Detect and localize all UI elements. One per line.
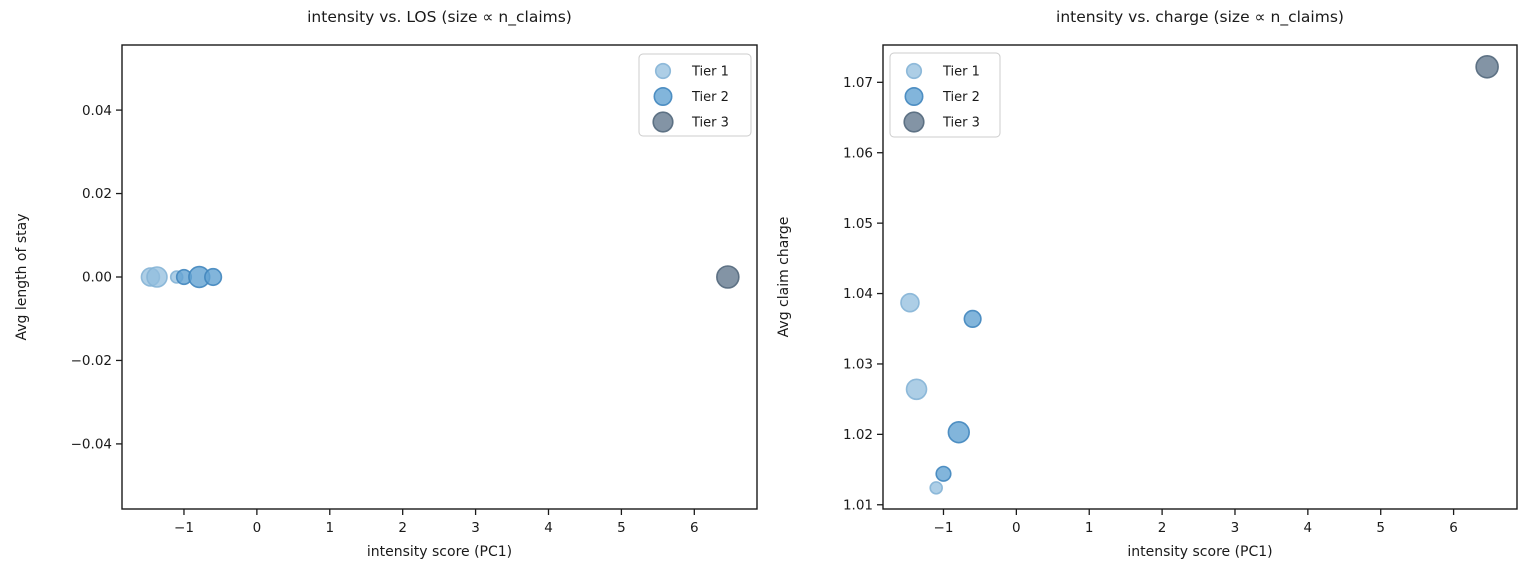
data-point-tier-1 [900, 292, 920, 313]
y-tick-label: 1.02 [843, 427, 873, 443]
legend-label-tier-3: Tier 3 [691, 116, 729, 131]
y-tick-label: 1.03 [843, 357, 873, 373]
y-axis-label-charge: Avg claim charge [776, 216, 792, 338]
legend-label-tier-2: Tier 2 [942, 90, 980, 105]
x-tick-label: 1 [325, 520, 334, 536]
x-tick-label: 6 [690, 520, 699, 536]
y-axis-label-los: Avg length of stay [14, 213, 30, 341]
los-plot-canvas: −1 0 1 2 3 4 5 6 −0.04 −0.02 0.00 0.02 0.04 Tier 1 Tie… [71, 44, 758, 536]
y-tick-label: −0.02 [71, 353, 112, 369]
x-tick-label: 1 [1085, 520, 1094, 536]
data-point-tier-1 [146, 266, 168, 288]
legend-label-tier-3: Tier 3 [942, 116, 980, 131]
data-point-tier-2 [204, 267, 223, 287]
chart-title-charge: intensity vs. charge (size ∝ n_claims) [1056, 8, 1344, 26]
x-tick-label: 2 [398, 520, 407, 536]
y-tick-label: 1.06 [843, 145, 873, 161]
y-tick-label: 1.01 [843, 497, 873, 513]
y-tick-label: 0.04 [82, 103, 112, 119]
x-tick-label: 0 [1012, 520, 1021, 536]
subplot-intensity-vs-los: −1 0 1 2 3 4 5 6 −0.04 −0.02 0.00 0.02 0.04 Tier 1 Tie… [0, 0, 765, 586]
data-point-tier-2 [963, 309, 982, 328]
x-tick-label: 5 [1376, 520, 1385, 536]
legend-marker-tier-3 [903, 111, 925, 133]
x-tick-label: 2 [1158, 520, 1167, 536]
data-point-tier-3 [1475, 55, 1499, 79]
axes-frame [882, 44, 1518, 510]
data-point-tier-3 [716, 265, 740, 289]
x-tick-label: 4 [544, 520, 553, 536]
data-point-tier-1 [929, 481, 943, 495]
legend-marker-tier-2 [653, 87, 673, 107]
legend-marker-tier-1 [654, 62, 672, 80]
x-axis-label-los: intensity score (PC1) [366, 544, 513, 560]
x-tick-label: 0 [253, 520, 262, 536]
legend-label-tier-1: Tier 1 [942, 65, 980, 80]
charge-plot-canvas: −1 0 1 2 3 4 5 6 1.01 1.02 1.03 1.04 1.05 1.06 1.07 Tie… [843, 44, 1518, 536]
chart-title-los: intensity vs. LOS (size ∝ n_claims) [307, 8, 572, 26]
legend-marker-tier-2 [904, 87, 924, 107]
legend-marker-tier-3 [652, 111, 674, 133]
data-point-tier-2 [947, 421, 970, 444]
x-tick-label: −1 [174, 520, 194, 536]
y-tick-label: 1.07 [843, 75, 873, 91]
legend-marker-tier-1 [905, 62, 923, 80]
legend-label-tier-1: Tier 1 [691, 65, 729, 80]
legend-label-tier-2: Tier 2 [691, 90, 729, 105]
x-tick-label: 3 [471, 520, 480, 536]
y-tick-label: 0.02 [82, 186, 112, 202]
y-tick-label: 1.05 [843, 216, 873, 232]
x-tick-label: 6 [1449, 520, 1458, 536]
data-point-tier-2 [935, 465, 952, 482]
y-tick-label: −0.04 [71, 437, 112, 453]
axes-frame [121, 44, 758, 510]
y-tick-label: 1.04 [843, 286, 873, 302]
x-tick-label: 5 [617, 520, 626, 536]
x-tick-label: 3 [1231, 520, 1240, 536]
x-tick-label: −1 [934, 520, 954, 536]
x-axis-label-charge: intensity score (PC1) [1127, 544, 1273, 560]
y-tick-label: 0.00 [82, 270, 112, 286]
x-tick-label: 4 [1304, 520, 1313, 536]
subplot-intensity-vs-charge: −1 0 1 2 3 4 5 6 1.01 1.02 1.03 1.04 1.05 1.06 1.07 Tie… [766, 0, 1531, 586]
data-point-tier-1 [905, 378, 928, 401]
